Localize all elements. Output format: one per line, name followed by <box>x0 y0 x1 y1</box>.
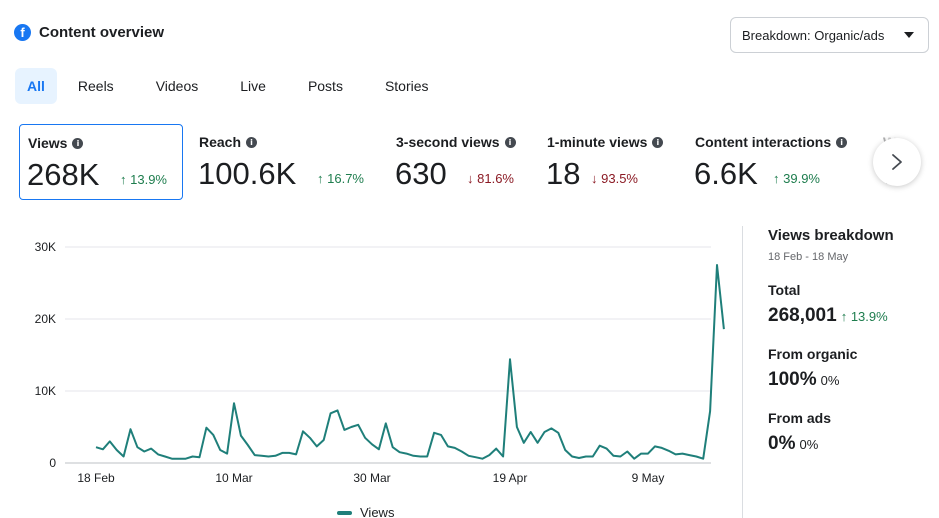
info-icon[interactable]: i <box>652 136 664 148</box>
metric-change: ↓ 81.6% <box>467 171 514 186</box>
content-type-tabs: All Reels Videos Live Posts Stories <box>15 68 450 104</box>
caret-down-icon <box>904 32 914 38</box>
ads-change: 0% <box>799 437 819 452</box>
metric-value: 630 <box>395 156 447 191</box>
chevron-right-icon <box>892 154 902 170</box>
metric-label: Reach <box>199 134 242 150</box>
x-tick-label: 9 May <box>632 471 665 485</box>
y-tick-label: 30K <box>35 240 56 254</box>
info-icon[interactable]: i <box>72 137 84 149</box>
info-icon[interactable]: i <box>504 136 516 148</box>
breakdown-dropdown[interactable]: Breakdown: Organic/ads <box>730 17 929 53</box>
carousel-next-button[interactable] <box>873 138 921 186</box>
x-tick-label: 30 Mar <box>353 471 390 485</box>
metric-value: 268K <box>27 157 100 192</box>
arrow-up-icon: ↑ <box>120 172 127 187</box>
tab-posts[interactable]: Posts <box>307 78 343 94</box>
arrow-up-icon: ↑ <box>840 309 848 324</box>
tab-reels[interactable]: Reels <box>77 78 114 94</box>
page-title: Content overview <box>39 24 165 41</box>
views-line-chart: 0 10K 20K 30K 18 Feb 10 Mar 30 Mar 19 Apr 9 May <box>35 240 725 485</box>
arrow-down-icon: ↓ <box>467 171 474 186</box>
tab-live[interactable]: Live <box>240 78 266 94</box>
tab-all[interactable]: All <box>15 68 57 104</box>
facebook-icon: f <box>14 24 31 41</box>
metric-card-reach[interactable]: Reach i 100.6K ↑ 16.7% <box>191 124 381 200</box>
metric-change: ↑ 39.9% <box>773 171 820 186</box>
info-icon[interactable]: i <box>246 136 258 148</box>
metric-card-content-interactions[interactable]: Content interactions i 6.6K ↑ 39.9% <box>687 124 867 200</box>
metric-label: 3-second views <box>396 134 500 150</box>
ads-value: 0% 0% <box>768 433 819 454</box>
total-change: ↑ 13.9% <box>840 309 888 324</box>
y-tick-label: 0 <box>49 456 56 470</box>
chart-legend: Views <box>337 505 394 518</box>
organic-value: 100% 0% <box>768 369 840 390</box>
metric-card-1-minute-views[interactable]: 1-minute views i 18 ↓ 93.5% <box>539 124 679 200</box>
legend-swatch <box>337 510 352 515</box>
breakdown-dropdown-label: Breakdown: Organic/ads <box>742 27 885 43</box>
metric-change: ↓ 93.5% <box>591 171 638 186</box>
tab-videos[interactable]: Videos <box>155 78 199 94</box>
page-header: f Content overview <box>14 24 164 41</box>
y-tick-label: 20K <box>35 312 56 326</box>
metric-change: ↑ 13.9% <box>120 172 167 187</box>
metric-label: Content interactions <box>695 134 832 150</box>
arrow-up-icon: ↑ <box>317 171 324 186</box>
info-icon[interactable]: i <box>836 136 848 148</box>
x-tick-label: 19 Apr <box>493 471 528 485</box>
metric-value: 6.6K <box>694 156 758 191</box>
breakdown-date-range: 18 Feb - 18 May <box>768 251 849 263</box>
ads-label: From ads <box>768 410 832 426</box>
total-label: Total <box>768 282 801 298</box>
y-tick-label: 10K <box>35 384 56 398</box>
metric-card-views[interactable]: Views i 268K ↑ 13.9% <box>19 124 183 200</box>
arrow-down-icon: ↓ <box>591 171 598 186</box>
tab-stories[interactable]: Stories <box>384 78 429 94</box>
metric-label: 1-minute views <box>547 134 648 150</box>
x-tick-label: 10 Mar <box>215 471 252 485</box>
metric-value: 18 <box>546 156 581 191</box>
metric-value: 100.6K <box>198 156 297 191</box>
metric-label: Views <box>28 135 68 151</box>
metric-change: ↑ 16.7% <box>317 171 364 186</box>
views-series-line <box>95 264 725 460</box>
legend-label: Views <box>360 505 395 518</box>
organic-label: From organic <box>768 346 858 362</box>
metric-card-3-second-views[interactable]: 3-second views i 630 ↓ 81.6% <box>388 124 533 200</box>
x-tick-label: 18 Feb <box>77 471 115 485</box>
breakdown-title: Views breakdown <box>768 227 894 244</box>
organic-change: 0% <box>820 373 840 388</box>
arrow-up-icon: ↑ <box>773 171 780 186</box>
panel-divider <box>742 226 743 518</box>
total-value: 268,001 ↑ 13.9% <box>768 305 888 326</box>
